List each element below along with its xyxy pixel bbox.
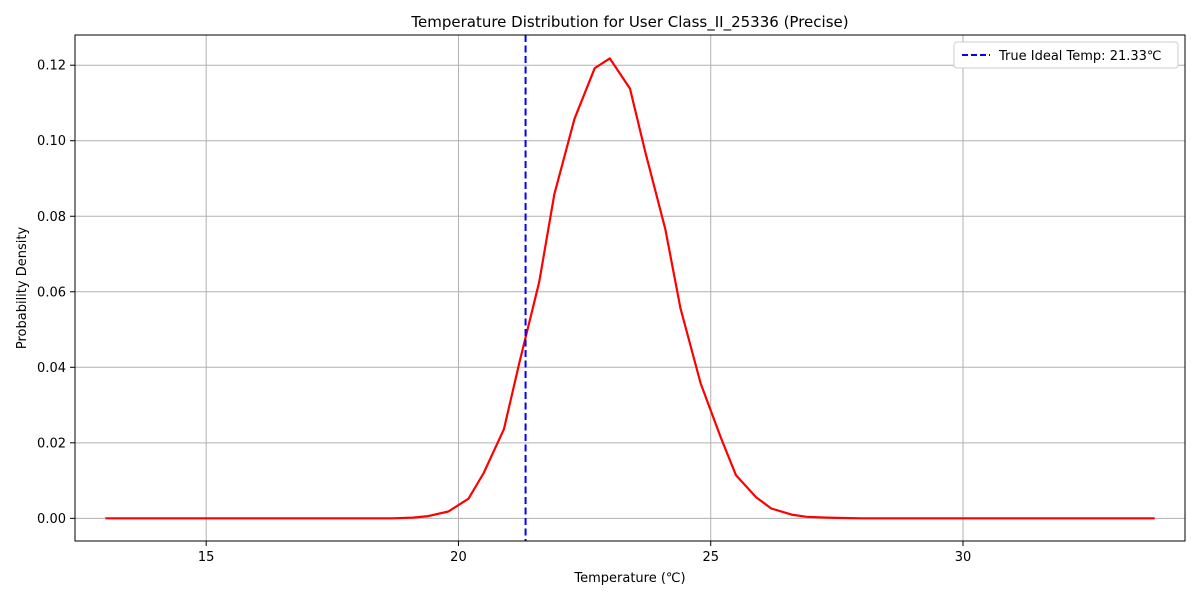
series-layer [105, 57, 1155, 520]
x-tick-label: 15 [198, 550, 215, 565]
y-tick-label: 0.08 [37, 210, 66, 225]
y-tick-label: 0.10 [37, 134, 66, 149]
density-curve-line [105, 57, 1155, 520]
x-tick-label: 20 [450, 550, 467, 565]
grid-lines [75, 35, 1185, 541]
y-tick-label: 0.00 [37, 512, 66, 527]
legend-box [953, 41, 1179, 69]
x-tick-label: 25 [702, 550, 719, 565]
legend-label: True Ideal Temp: 21.33℃ [998, 49, 1162, 64]
y-axis-title: Probability Density [15, 227, 30, 350]
y-tick-label: 0.02 [37, 436, 66, 451]
plot-frame [74, 34, 1186, 542]
legend: True Ideal Temp: 21.33℃ [953, 41, 1179, 69]
x-axis-title: Temperature (℃) [573, 571, 685, 586]
x-tick-label: 30 [955, 550, 972, 565]
y-tick-label: 0.12 [37, 59, 66, 74]
x-axis: 15 20 25 30 [198, 541, 971, 565]
y-axis: 0.00 0.02 0.04 0.06 0.08 0.10 0.12 [37, 59, 75, 527]
y-tick-label: 0.06 [37, 285, 66, 300]
y-tick-label: 0.04 [37, 361, 66, 376]
chart-title: Temperature Distribution for User Class_… [410, 13, 848, 32]
